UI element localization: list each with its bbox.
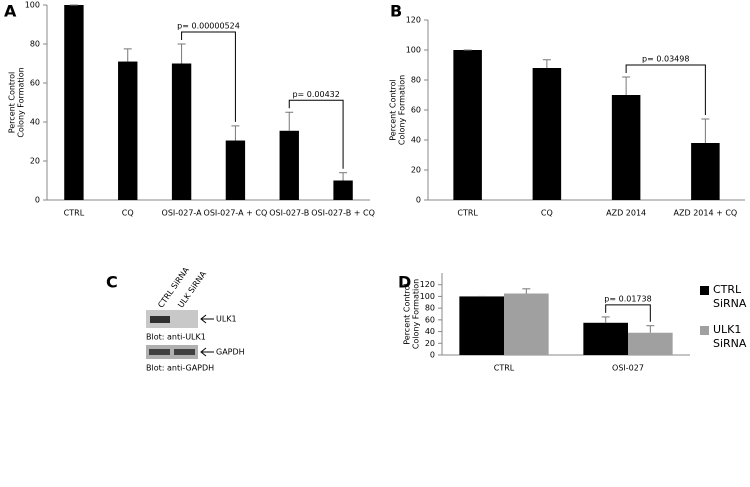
y-tick-label: 60 (425, 315, 435, 324)
y-tick-label: 60 (411, 106, 421, 115)
bar (171, 63, 192, 200)
bracket (181, 31, 236, 122)
panel-label: C (106, 273, 118, 292)
y-tick-label: 120 (420, 280, 435, 289)
x-tick-label: AZD 2014 + CQ (674, 209, 738, 218)
bar (504, 293, 549, 355)
blot-band (149, 349, 170, 355)
y-tick-label: 20 (411, 166, 421, 175)
y-tick-label: 0 (430, 351, 435, 360)
y-tick-label: 60 (30, 79, 40, 88)
y-tick-label: 100 (420, 292, 435, 301)
bar (628, 332, 673, 355)
blot-strip (146, 345, 198, 359)
y-tick-label: 0 (416, 196, 421, 205)
legend-label: CTRL SiRNA (713, 283, 747, 310)
y-tick-label: 20 (30, 157, 40, 166)
arrow (200, 314, 207, 324)
y-tick-label: 100 (25, 1, 40, 10)
x-tick-label: OSI-027-A (162, 209, 203, 218)
band-label: GAPDH (216, 348, 245, 357)
x-tick-label: OSI-027-A + CQ (204, 209, 268, 218)
y-axis-label: Colony Formation (398, 75, 407, 145)
panel-label: D (398, 273, 411, 292)
bar (611, 95, 641, 200)
blot-caption: Blot: anti-ULK1 (146, 333, 206, 342)
panel-label: A (4, 2, 17, 21)
y-tick-label: 80 (425, 304, 435, 313)
blot-panel: C CTRL SiRNA ULK SiRNA ULK1 Blot: anti-U… (106, 265, 245, 372)
arrow (200, 347, 207, 357)
blot-caption: Blot: anti-GAPDH (146, 364, 214, 373)
bar (225, 140, 246, 200)
y-tick-label: 0 (35, 196, 40, 205)
bar (118, 61, 138, 200)
x-tick-label: OSI-027 (612, 364, 644, 373)
panel-label: B (390, 2, 402, 21)
y-tick-label: 80 (411, 76, 421, 85)
bar (279, 130, 299, 200)
p-value: p= 0.01738 (604, 294, 651, 303)
y-axis-label: Percent Control (8, 72, 17, 134)
blot-band (174, 349, 195, 355)
bar (532, 68, 562, 200)
p-value: p= 0.00432 (292, 90, 339, 99)
blot-band (150, 316, 170, 323)
y-tick-label: 80 (30, 40, 40, 49)
bracket (605, 304, 651, 322)
y-tick-label: 120 (406, 16, 421, 25)
x-tick-label: OSI-027-B + CQ (311, 209, 375, 218)
y-tick-label: 40 (411, 136, 421, 145)
band-label: ULK1 (216, 315, 237, 324)
bar (459, 296, 504, 355)
bracket (288, 99, 344, 169)
bar (453, 50, 482, 200)
y-axis-label: Colony Formation (17, 67, 26, 137)
x-tick-label: CTRL (457, 209, 478, 218)
p-value: p= 0.03498 (642, 55, 689, 64)
legend-swatch (700, 326, 709, 335)
y-tick-label: 20 (425, 339, 435, 348)
x-tick-label: CTRL (494, 364, 515, 373)
blot-strip (146, 310, 198, 328)
y-axis-label: Percent Control (403, 283, 412, 345)
x-tick-label: OSI-027-B (269, 209, 309, 218)
y-tick-label: 100 (406, 46, 421, 55)
bracket (625, 64, 706, 115)
bar (691, 143, 720, 200)
p-value: p= 0.00000524 (177, 22, 240, 31)
y-axis-label: Percent Control (389, 79, 398, 141)
y-tick-label: 40 (425, 327, 435, 336)
legend-label: ULK1 SiRNA (713, 323, 747, 350)
legend-swatch (700, 286, 709, 295)
x-tick-label: CQ (122, 209, 134, 218)
x-tick-label: AZD 2014 (606, 209, 646, 218)
x-tick-label: CTRL (64, 209, 85, 218)
bar (333, 180, 353, 200)
y-tick-label: 40 (30, 118, 40, 127)
x-tick-label: CQ (541, 209, 553, 218)
y-axis-label: Colony Formation (412, 279, 421, 349)
bar (583, 322, 628, 355)
bar (64, 5, 84, 200)
